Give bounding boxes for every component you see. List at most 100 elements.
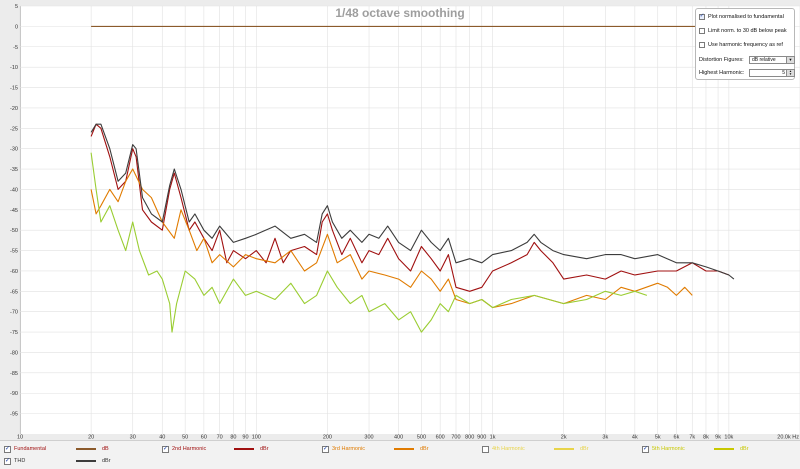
y-tick-label: -65 [10,289,18,295]
x-tick-label: 10 [17,435,23,441]
x-tick-label: 50 [182,435,188,441]
y-tick-label: -15 [10,86,18,92]
x-tick-label: 800 [465,435,474,441]
y-tick-label: -30 [10,147,18,153]
x-tick-label: 3k [602,435,608,441]
legend-name: 4th Harmonic [492,446,525,452]
x-tick-label: 600 [436,435,445,441]
x-tick-label: 200 [323,435,332,441]
legend-unit: dBr [580,446,589,452]
legend-name: 3rd Harmonic [332,446,366,452]
spinner-arrows-icon[interactable]: ▲ ▼ [786,70,794,76]
legend-item-2nd-harmonic[interactable]: ✓ 2nd Harmonic dBr [162,443,300,455]
x-tick-label: 20.0k Hz [777,435,799,441]
legend-swatch [76,460,96,462]
x-tick-label: 6k [674,435,680,441]
x-tick-label: 40 [159,435,165,441]
legend-checkbox[interactable]: ✓ [162,445,169,453]
series-line-3rd-harmonic [90,168,693,309]
legend-checkbox[interactable]: ✓ [642,445,649,453]
highest-harmonic-value: 5 [782,70,785,76]
legend-swatch [76,448,96,450]
x-tick-label: 70 [217,435,223,441]
legend-item-5th-harmonic[interactable]: ✓ 5th Harmonic dBr [642,443,780,455]
legend-checkbox[interactable] [482,445,489,453]
legend-item-4th-harmonic[interactable]: 4th Harmonic dBr [482,443,620,455]
plot-normalised-option[interactable]: ✓ Plot normalised to fundamental [699,14,784,20]
x-tick-label: 7k [689,435,695,441]
legend-name: 2nd Harmonic [172,446,207,452]
y-tick-label: -55 [10,249,18,255]
limit-norm-label: Limit norm. to 30 dB below peak [708,28,787,34]
legend-unit: dBr [740,446,749,452]
legend: ✓ Fundamental dB ✓ 2nd Harmonic dBr ✓ 3r… [0,440,800,469]
x-tick-label: 5k [655,435,661,441]
chart-title: 1/48 octave smoothing [335,6,464,20]
legend-item-thd[interactable]: ✓ THD dBr [4,455,142,467]
distortion-figures-select[interactable]: dB relative ▼ [749,56,795,64]
distortion-figures-value: dB relative [752,57,776,63]
x-tick-label: 60 [201,435,207,441]
limit-norm-option[interactable]: Limit norm. to 30 dB below peak [699,28,787,34]
use-harmonic-option[interactable]: Use harmonic frequency as ref [699,42,783,48]
series-lines [90,25,735,333]
y-tick-label: -85 [10,371,18,377]
y-tick-label: 5 [15,4,18,10]
x-tick-label: 80 [230,435,236,441]
y-tick-label: -75 [10,330,18,336]
legend-name: 5th Harmonic [652,446,685,452]
legend-item-3rd-harmonic[interactable]: ✓ 3rd Harmonic dBr [322,443,460,455]
legend-item-fundamental[interactable]: ✓ Fundamental dB [4,443,142,455]
legend-swatch [394,448,414,450]
legend-swatch [714,448,734,450]
y-tick-label: -90 [10,391,18,397]
x-tick-label: 90 [242,435,248,441]
limit-norm-checkbox[interactable] [699,28,705,34]
options-panel: ✓ Plot normalised to fundamental Limit n… [695,8,795,80]
x-tick-label: 900 [477,435,486,441]
y-tick-label: -80 [10,350,18,356]
x-tick-label: 400 [394,435,403,441]
distortion-chart: 50-5-10-15-20-25-30-35-40-45-50-55-60-65… [10,4,800,441]
use-harmonic-checkbox[interactable] [699,42,705,48]
series-line-2nd-harmonic [90,123,730,292]
x-tick-label: 8k [703,435,709,441]
y-tick-label: 0 [15,24,18,30]
legend-swatch [554,448,574,450]
legend-name: Fundamental [14,446,47,452]
x-tick-label: 1k [490,435,496,441]
legend-unit: dBr [260,446,269,452]
plot-normalised-label: Plot normalised to fundamental [708,14,784,20]
x-tick-label: 700 [451,435,460,441]
distortion-figures-row: Distortion Figures: dB relative ▼ [699,56,795,64]
legend-unit: dB [102,446,109,452]
x-tick-label: 10k [724,435,733,441]
highest-harmonic-row: Highest Harmonic: 5 ▲ ▼ [699,69,795,77]
highest-harmonic-spinner[interactable]: 5 ▲ ▼ [749,69,795,77]
y-tick-label: -95 [10,412,18,418]
x-tick-label: 500 [417,435,426,441]
chevron-down-icon[interactable]: ▼ [786,57,794,63]
y-tick-label: -35 [10,167,18,173]
legend-name: THD [14,458,26,464]
legend-checkbox[interactable]: ✓ [4,457,11,465]
legend-unit: dBr [420,446,429,452]
y-tick-label: -5 [13,45,18,51]
legend-checkbox[interactable]: ✓ [4,445,11,453]
x-tick-label: 2k [561,435,567,441]
legend-checkbox[interactable]: ✓ [322,445,329,453]
x-tick-label: 300 [364,435,373,441]
y-tick-label: -10 [10,65,18,71]
highest-harmonic-label: Highest Harmonic: [699,70,745,76]
plot-normalised-checkbox[interactable]: ✓ [699,13,705,20]
x-tick-label: 100 [252,435,261,441]
y-tick-label: -20 [10,106,18,112]
x-tick-label: 4k [632,435,638,441]
series-line-thd [90,123,735,280]
x-tick-label: 9k [715,435,721,441]
y-tick-label: -45 [10,208,18,214]
y-tick-label: -25 [10,126,18,132]
x-tick-label: 30 [130,435,136,441]
y-tick-label: -70 [10,310,18,316]
x-tick-label: 20 [88,435,94,441]
